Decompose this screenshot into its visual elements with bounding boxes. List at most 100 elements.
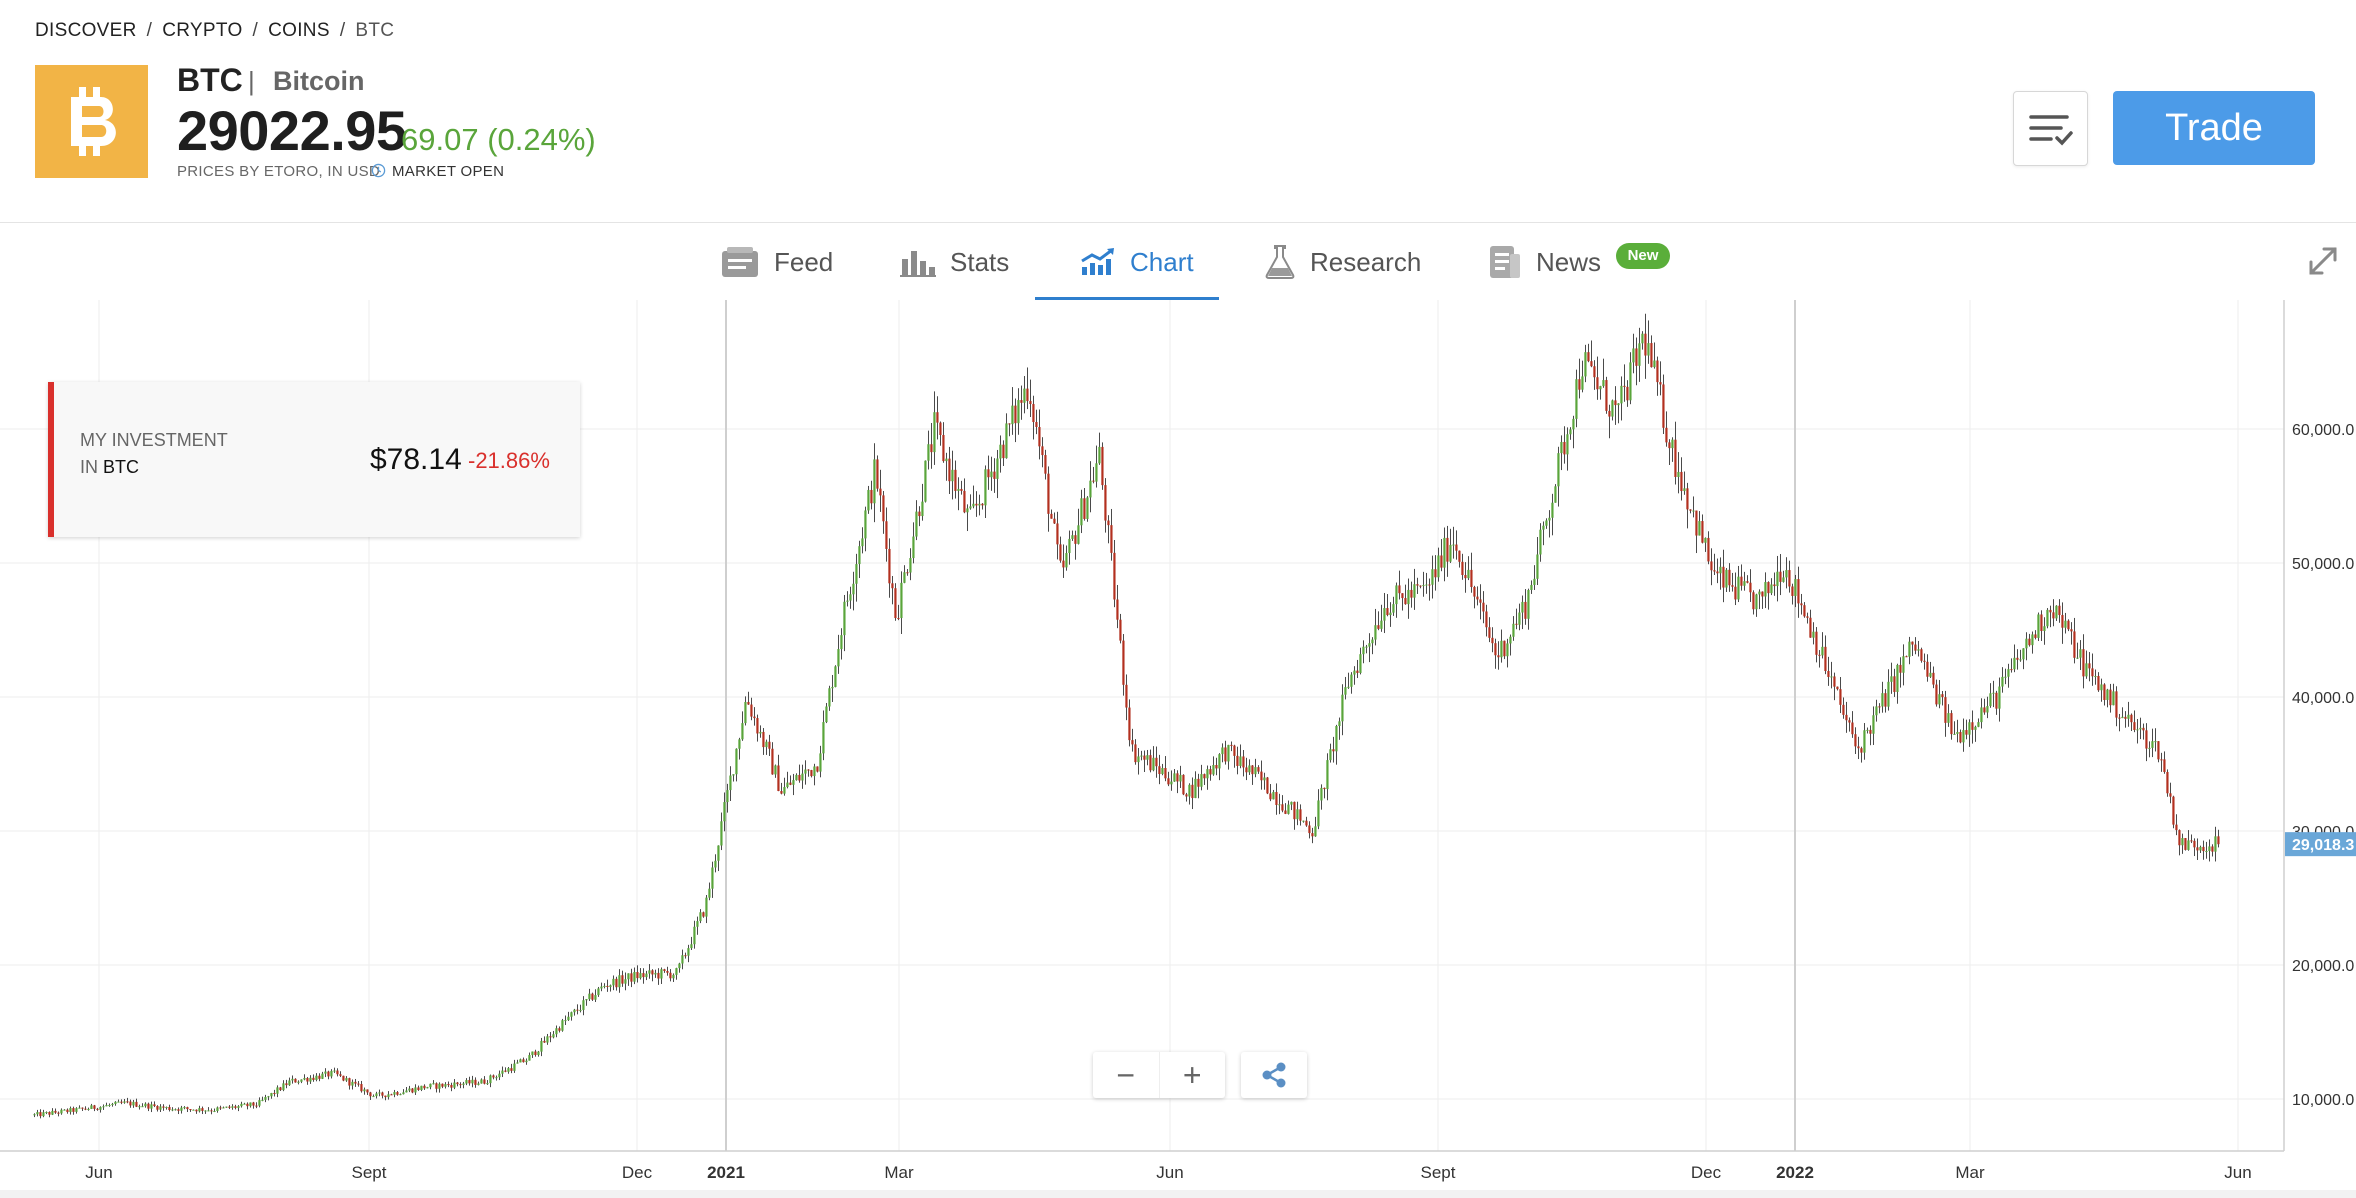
candle-body	[645, 973, 648, 978]
candle-body	[1098, 446, 1101, 464]
candle-body	[1740, 576, 1743, 586]
candle-body	[594, 995, 597, 1000]
candle-body	[726, 790, 729, 803]
candle-body	[540, 1040, 543, 1052]
candle-body	[1674, 439, 1677, 477]
candlestick-chart[interactable]: 10,000.020,000.030,000.040,000.050,000.0…	[0, 300, 2356, 1198]
breadcrumb-coins[interactable]: COINS	[268, 20, 330, 41]
candle-body	[1530, 584, 1533, 590]
candle-body	[204, 1110, 207, 1112]
candle-body	[1854, 734, 1857, 747]
candle-body	[75, 1108, 78, 1112]
candle-body	[213, 1110, 216, 1112]
candle-body	[1056, 523, 1059, 545]
candle-body	[1806, 616, 1809, 618]
tab-stats[interactable]: Stats	[900, 223, 1009, 301]
candle-body	[1122, 640, 1125, 685]
breadcrumb-crypto[interactable]: CRYPTO	[162, 20, 243, 41]
candle-body	[531, 1051, 534, 1056]
candle-body	[882, 495, 885, 522]
zoom-in-button[interactable]: +	[1158, 1052, 1226, 1098]
candle-body	[162, 1106, 165, 1108]
candle-body	[1695, 510, 1698, 536]
candle-body	[318, 1075, 321, 1079]
my-investment-card[interactable]: MY INVESTMENT IN BTC $78.14 -21.86%	[48, 382, 580, 537]
candle-body	[1062, 560, 1065, 568]
candle-body	[942, 435, 945, 462]
candle-body	[276, 1087, 279, 1094]
candle-body	[177, 1109, 180, 1111]
candle-body	[1452, 544, 1455, 546]
candle-body	[1707, 537, 1710, 562]
candle-body	[1938, 694, 1941, 705]
x-tick-label: Jun	[2224, 1163, 2251, 1182]
candle-body	[1188, 784, 1191, 797]
candle-body	[669, 972, 672, 979]
y-tick-label: 60,000.0	[2292, 422, 2354, 439]
candle-body	[1359, 654, 1362, 673]
candle-body	[660, 969, 663, 979]
candle-body	[1152, 757, 1155, 771]
candle-body	[2115, 691, 2118, 718]
candle-body	[2118, 717, 2121, 719]
candle-body	[1794, 579, 1797, 596]
candle-body	[609, 985, 612, 987]
candle-body	[675, 968, 678, 975]
candle-body	[2052, 612, 2055, 619]
candle-body	[639, 973, 642, 979]
candle-body	[714, 860, 717, 868]
expand-fullscreen-icon[interactable]	[2306, 244, 2340, 278]
candle-body	[111, 1103, 114, 1105]
zoom-out-button[interactable]: −	[1116, 1056, 1136, 1093]
breadcrumb-separator: /	[252, 20, 259, 41]
breadcrumb-discover[interactable]: DISCOVER	[35, 20, 137, 41]
candle-body	[1977, 722, 1980, 727]
candle-body	[1284, 810, 1287, 814]
candle-body	[1020, 400, 1023, 403]
candle-body	[1206, 769, 1209, 779]
candle-body	[1677, 471, 1680, 477]
candle-body	[831, 686, 834, 689]
candle-body	[1005, 423, 1008, 459]
candle-body	[774, 765, 777, 775]
candle-body	[891, 583, 894, 589]
tab-research[interactable]: Research	[1264, 223, 1421, 301]
watchlist-button[interactable]	[2013, 91, 2088, 166]
candle-body	[1923, 660, 1926, 662]
candle-body	[1218, 754, 1221, 769]
candle-body	[681, 955, 684, 964]
trade-button[interactable]: Trade	[2113, 91, 2315, 165]
candle-body	[195, 1109, 198, 1112]
candle-body	[186, 1107, 189, 1110]
candle-body	[363, 1089, 366, 1092]
candle-body	[522, 1059, 525, 1063]
tab-feed[interactable]: Feed	[720, 223, 833, 301]
candle-body	[1704, 537, 1707, 543]
candle-body	[345, 1078, 348, 1081]
candle-body	[327, 1071, 330, 1077]
tab-news[interactable]: News	[1488, 223, 1601, 301]
tab-chart[interactable]: Chart	[1080, 223, 1194, 301]
tab-label: Feed	[774, 246, 834, 277]
candle-body	[243, 1103, 246, 1105]
candle-body	[1662, 384, 1665, 428]
share-icon	[1262, 1062, 1286, 1088]
share-button[interactable]	[1241, 1052, 1307, 1098]
candle-body	[1893, 676, 1896, 692]
candle-body	[807, 769, 810, 771]
candle-body	[1380, 620, 1383, 629]
candle-body	[558, 1028, 561, 1031]
candle-body	[1395, 585, 1398, 605]
candle-body	[606, 985, 609, 987]
candle-body	[402, 1092, 405, 1095]
candle-body	[735, 748, 738, 775]
candle-body	[1917, 649, 1920, 651]
candle-body	[279, 1087, 282, 1091]
candle-body	[1548, 517, 1551, 521]
candle-body	[285, 1083, 288, 1086]
candle-body	[1467, 569, 1470, 579]
candle-body	[1659, 382, 1662, 385]
candle-body	[633, 972, 636, 982]
candle-body	[702, 912, 705, 917]
candle-body	[1857, 746, 1860, 749]
